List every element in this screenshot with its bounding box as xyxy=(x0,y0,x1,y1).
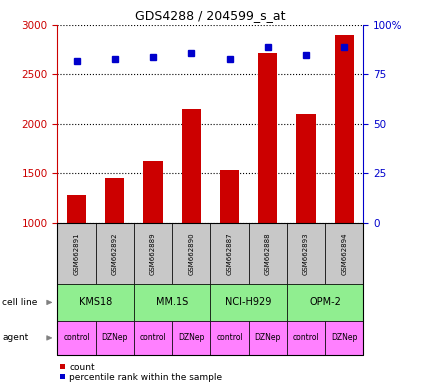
Bar xyxy=(296,114,315,223)
Text: percentile rank within the sample: percentile rank within the sample xyxy=(69,373,222,382)
Text: DZNep: DZNep xyxy=(255,333,281,343)
Title: GDS4288 / 204599_s_at: GDS4288 / 204599_s_at xyxy=(135,9,286,22)
Text: GSM662894: GSM662894 xyxy=(341,232,347,275)
Text: count: count xyxy=(69,363,95,372)
Text: DZNep: DZNep xyxy=(178,333,204,343)
Text: GSM662892: GSM662892 xyxy=(112,232,118,275)
Text: NCI-H929: NCI-H929 xyxy=(225,297,272,308)
Text: control: control xyxy=(63,333,90,343)
Bar xyxy=(143,161,162,223)
Text: control: control xyxy=(140,333,166,343)
Text: agent: agent xyxy=(2,333,28,343)
Text: GSM662893: GSM662893 xyxy=(303,232,309,275)
Bar xyxy=(335,35,354,223)
Bar xyxy=(67,195,86,223)
Text: DZNep: DZNep xyxy=(331,333,357,343)
Text: KMS18: KMS18 xyxy=(79,297,112,308)
Text: control: control xyxy=(293,333,319,343)
Text: control: control xyxy=(216,333,243,343)
Text: DZNep: DZNep xyxy=(102,333,128,343)
Bar xyxy=(258,53,277,223)
Text: GSM662889: GSM662889 xyxy=(150,232,156,275)
Text: GSM662890: GSM662890 xyxy=(188,232,194,275)
Text: GSM662891: GSM662891 xyxy=(74,232,79,275)
Bar xyxy=(181,109,201,223)
Text: OPM-2: OPM-2 xyxy=(309,297,341,308)
Text: GSM662887: GSM662887 xyxy=(227,232,232,275)
Bar xyxy=(220,170,239,223)
Text: cell line: cell line xyxy=(2,298,37,307)
Text: GSM662888: GSM662888 xyxy=(265,232,271,275)
Text: MM.1S: MM.1S xyxy=(156,297,188,308)
Bar xyxy=(105,178,124,223)
